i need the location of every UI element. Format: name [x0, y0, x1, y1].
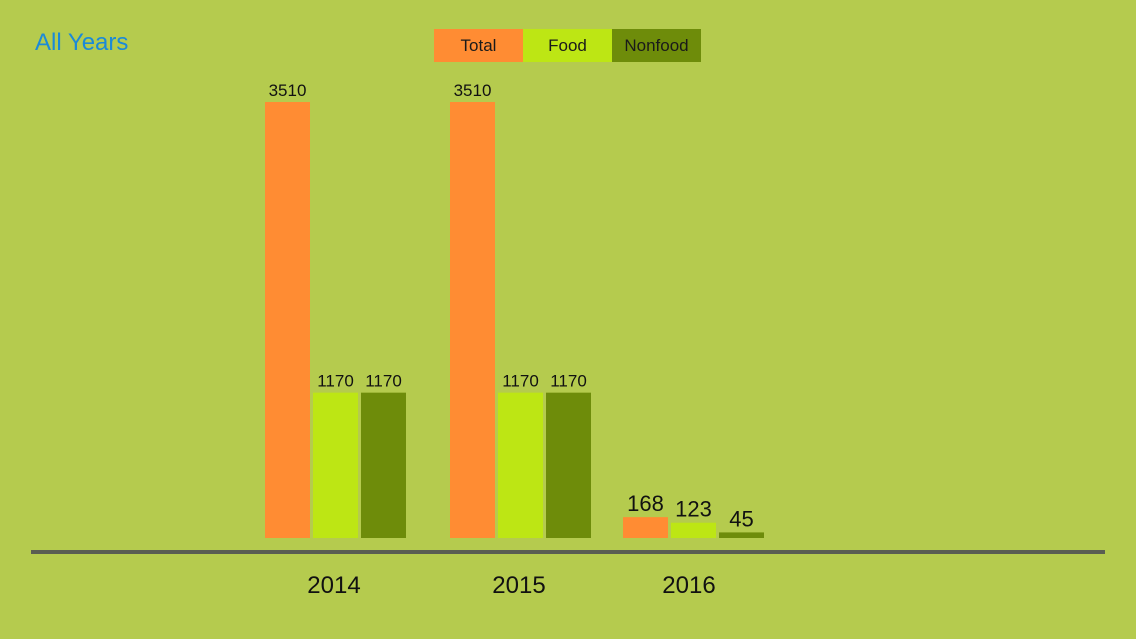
- data-label-food-2014: 1170: [317, 372, 354, 391]
- data-label-food-2015: 1170: [502, 372, 539, 391]
- category-label-2014: 2014: [307, 572, 360, 599]
- legend-item-total[interactable]: Total: [434, 29, 523, 62]
- legend: Total Food Nonfood: [434, 29, 701, 62]
- bar-total-2015[interactable]: [450, 102, 495, 538]
- data-label-nonfood-2015: 1170: [550, 372, 587, 391]
- view-title[interactable]: All Years: [35, 29, 129, 56]
- bar-total-2014[interactable]: [265, 102, 310, 538]
- bar-nonfood-2014[interactable]: [361, 392, 406, 538]
- data-label-total-2014: 3510: [269, 81, 307, 100]
- bar-nonfood-2016[interactable]: [719, 532, 764, 538]
- data-label-nonfood-2016: 45: [729, 506, 753, 531]
- bar-food-2014[interactable]: [313, 392, 358, 538]
- bar-food-2015[interactable]: [498, 392, 543, 538]
- data-label-total-2016: 168: [627, 491, 664, 516]
- legend-item-nonfood[interactable]: Nonfood: [612, 29, 701, 62]
- bar-total-2016[interactable]: [623, 517, 668, 538]
- data-label-total-2015: 3510: [454, 81, 492, 100]
- data-label-food-2016: 123: [675, 497, 712, 522]
- bar-nonfood-2015[interactable]: [546, 392, 591, 538]
- data-label-nonfood-2014: 1170: [365, 372, 402, 391]
- bar-food-2016[interactable]: [671, 522, 716, 538]
- category-label-2016: 2016: [662, 572, 715, 599]
- category-label-2015: 2015: [492, 572, 545, 599]
- legend-item-food[interactable]: Food: [523, 29, 612, 62]
